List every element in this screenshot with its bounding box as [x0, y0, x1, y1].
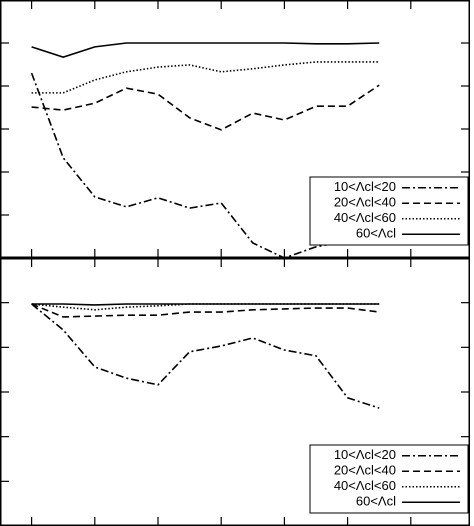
series-line — [31, 42, 380, 59]
series-line — [31, 303, 380, 318]
legend-label: 20<Λcl<40 — [334, 195, 396, 210]
series-line — [30, 72, 380, 259]
series-line — [31, 303, 380, 409]
legend-label: 40<Λcl<60 — [334, 478, 396, 493]
legend-label: 20<Λcl<40 — [334, 463, 396, 478]
legend-label: 40<Λcl<60 — [334, 210, 396, 225]
legend-label: 10<Λcl<20 — [334, 179, 396, 194]
legend-label: 60<Λcl — [356, 226, 396, 241]
series-line — [31, 303, 380, 306]
series-line — [31, 61, 380, 94]
series-line — [31, 84, 380, 131]
legend-label: 10<Λcl<20 — [334, 447, 396, 462]
legend-label: 60<Λcl — [356, 494, 396, 509]
